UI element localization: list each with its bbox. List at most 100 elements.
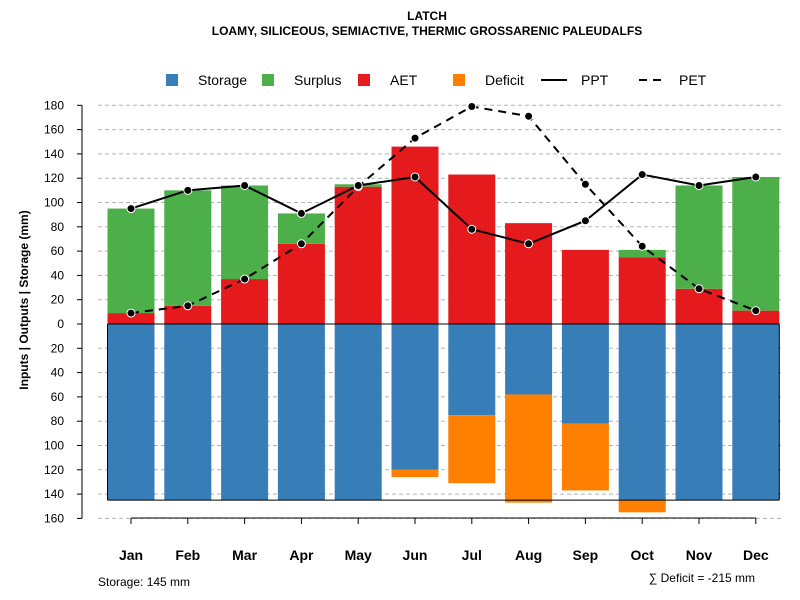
y-tick-label: 120 — [44, 463, 64, 477]
x-tick-label: Sep — [573, 547, 599, 563]
surplus-legend-swatch — [262, 74, 274, 86]
y-tick-label: 80 — [51, 220, 65, 234]
y-tick-label: 140 — [44, 487, 64, 501]
ppt-point — [353, 180, 363, 190]
surplus-bar — [618, 249, 666, 258]
storage-bar — [164, 324, 212, 501]
storage-legend-swatch — [166, 74, 178, 86]
y-tick-label: 20 — [51, 341, 65, 355]
deficit-legend-swatch — [453, 74, 465, 86]
aet-bar — [732, 310, 780, 324]
ppt-point — [694, 180, 704, 190]
ppt-point — [410, 172, 420, 182]
aet-bar — [618, 257, 666, 324]
storage-bar — [391, 324, 439, 470]
ppt-point — [467, 224, 477, 234]
pet-point — [694, 284, 704, 294]
bars — [107, 146, 780, 513]
lines — [126, 102, 761, 318]
x-tick-label: Dec — [743, 547, 769, 563]
x-tick-label: Jan — [119, 547, 143, 563]
y-tick-label: 60 — [51, 244, 65, 258]
x-tick-label: Apr — [289, 547, 314, 563]
storage-bar — [561, 324, 609, 424]
aet-bar — [561, 249, 609, 324]
deficit-bar — [618, 500, 666, 513]
y-tick-label: 40 — [51, 366, 65, 380]
storage-bar — [675, 324, 723, 501]
y-axis-title: Inputs | Outputs | Storage (mm) — [17, 210, 31, 389]
storage-bar — [732, 324, 780, 501]
deficit-legend-label: Deficit — [485, 72, 524, 88]
surplus-legend-label: Surplus — [294, 72, 341, 88]
storage-bar — [277, 324, 325, 501]
aet-bar — [448, 174, 496, 324]
surplus-bar — [164, 190, 212, 306]
aet-legend-swatch — [358, 74, 370, 86]
aet-bar — [505, 223, 553, 324]
y-tick-label: 80 — [51, 414, 65, 428]
x-tick-label: Jul — [462, 547, 482, 563]
pet-point — [467, 102, 477, 112]
ppt-line — [130, 173, 756, 245]
ppt-point — [580, 216, 590, 226]
y-tick-label: 100 — [44, 439, 64, 453]
pet-legend-label: PET — [679, 72, 707, 88]
x-tick-label: Mar — [232, 547, 257, 563]
deficit-footnote: ∑ Deficit = -215 mm — [649, 571, 755, 585]
deficit-bar — [391, 469, 439, 478]
ppt-point — [240, 180, 250, 190]
ppt-point — [126, 204, 136, 214]
surplus-bar — [675, 185, 723, 289]
surplus-bar — [221, 185, 269, 280]
pet-point — [126, 308, 136, 318]
x-tick-label: Jun — [403, 547, 428, 563]
pet-point — [751, 306, 761, 316]
surplus-bar — [277, 213, 325, 244]
ppt-legend-label: PPT — [581, 72, 609, 88]
y-tick-label: 160 — [44, 511, 64, 525]
y-axis: 0 20 40 60 80 100 120 140 160 180 20 40 60 80 100 120 14… — [44, 98, 83, 525]
surplus-bar — [107, 208, 155, 314]
pet-line — [130, 105, 757, 315]
pet-point — [580, 179, 590, 189]
x-tick-label: Aug — [515, 547, 542, 563]
y-tick-label: 40 — [51, 268, 65, 282]
pet-point — [240, 274, 250, 284]
deficit-bar — [505, 394, 553, 503]
aet-legend-label: AET — [390, 72, 418, 88]
ppt-point — [524, 239, 534, 249]
storage-bar — [505, 324, 553, 395]
x-tick-label: Nov — [686, 547, 713, 563]
pet-point — [524, 111, 534, 121]
ppt-point — [751, 172, 761, 182]
surplus-bar — [732, 176, 780, 311]
storage-bar — [448, 324, 496, 416]
deficit-bar — [561, 423, 609, 491]
deficit-bar — [448, 415, 496, 484]
y-tick-label: 160 — [44, 123, 64, 137]
aet-bar — [107, 313, 155, 324]
pet-point — [296, 239, 306, 249]
storage-legend-label: Storage — [198, 72, 247, 88]
storage-bar — [334, 324, 382, 501]
x-axis: Jan Feb Mar Apr May Jun Jul Aug Sep Oct Nov Dec — [119, 517, 769, 563]
y-tick-label: 180 — [44, 98, 64, 112]
storage-footnote: Storage: 145 mm — [98, 575, 190, 589]
pet-point — [637, 241, 647, 251]
y-tick-label: 20 — [51, 293, 65, 307]
y-tick-label: 0 — [57, 317, 64, 331]
storage-bar — [221, 324, 269, 501]
y-tick-label: 60 — [51, 390, 65, 404]
storage-bar — [618, 324, 666, 501]
storage-bar — [107, 324, 155, 501]
ppt-point — [637, 170, 647, 180]
pet-point — [410, 133, 420, 143]
aet-bar — [164, 305, 212, 324]
y-tick-label: 120 — [44, 171, 64, 185]
aet-bar — [334, 186, 382, 324]
y-tick-label: 140 — [44, 147, 64, 161]
x-tick-label: Oct — [631, 547, 655, 563]
ppt-point — [183, 185, 193, 195]
